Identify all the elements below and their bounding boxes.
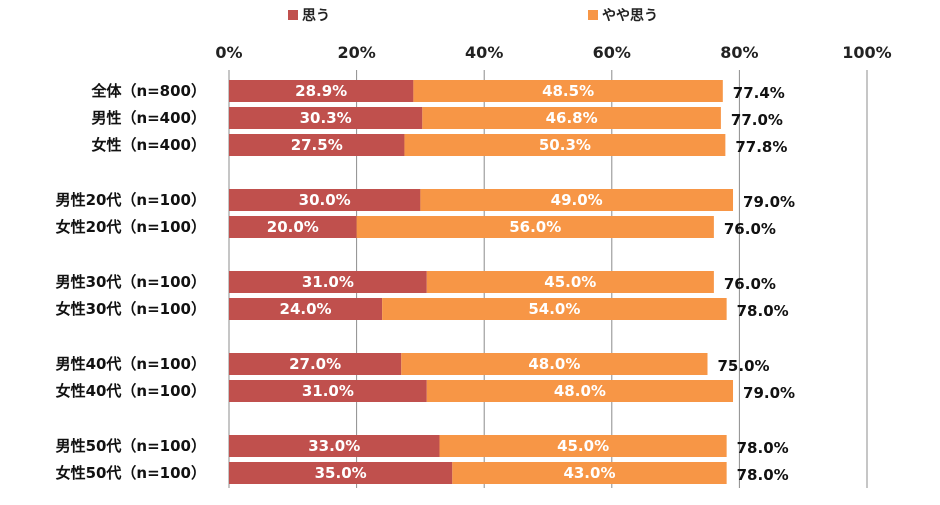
total-value-label: 77.4%	[733, 84, 785, 102]
bar-yaya-omou	[413, 80, 723, 102]
bar-value-label: 48.0%	[528, 355, 580, 373]
bars: 28.9% 48.5% 30.3% 46.8% 27.5% 50.3% 30.0% 49.0%…	[229, 80, 734, 484]
total-value-label: 76.0%	[724, 220, 776, 238]
category-label: 男性50代（n=100）	[56, 437, 206, 455]
bar-value-label: 54.0%	[528, 300, 580, 318]
category-labels: 全体（n=800） 男性（n=400） 女性（n=400） 男性20代（n=100） 女…	[56, 82, 206, 482]
total-value-label: 77.8%	[735, 138, 787, 156]
bar-value-label: 27.5%	[291, 136, 343, 154]
bar-value-label: 20.0%	[267, 218, 319, 236]
bar-yaya-omou	[404, 134, 726, 156]
bar-value-label: 46.8%	[546, 109, 598, 127]
bar-value-label: 48.5%	[542, 82, 594, 100]
x-tick-label: 40%	[465, 43, 503, 62]
bar-yaya-omou	[426, 271, 714, 293]
total-labels: 77.4% 77.0% 77.8% 79.0% 76.0% 76.0% 78.0% 75.0%…	[718, 84, 796, 484]
legend-swatch-1	[288, 10, 298, 20]
bar-yaya-omou	[401, 353, 708, 375]
category-label: 女性40代（n=100）	[56, 382, 206, 400]
total-value-label: 78.0%	[737, 466, 789, 484]
total-value-label: 77.0%	[731, 111, 783, 129]
total-value-label: 79.0%	[743, 384, 795, 402]
bar-value-label: 28.9%	[295, 82, 347, 100]
x-tick-label: 20%	[337, 43, 375, 62]
category-label: 男性40代（n=100）	[56, 355, 206, 373]
legend-label-1: 思う	[302, 8, 330, 24]
total-value-label: 76.0%	[724, 275, 776, 293]
bar-value-label: 31.0%	[302, 273, 354, 291]
x-tick-label: 0%	[215, 43, 242, 62]
bar-yaya-omou	[426, 380, 734, 402]
x-tick-label: 80%	[720, 43, 758, 62]
legend-swatch-2	[588, 10, 598, 20]
total-value-label: 75.0%	[718, 357, 770, 375]
category-label: 女性20代（n=100）	[56, 218, 206, 236]
bar-omou	[229, 216, 357, 238]
category-label: 全体（n=800）	[90, 82, 206, 100]
bar-value-label: 30.3%	[300, 109, 352, 127]
bar-yaya-omou	[439, 435, 727, 457]
bar-yaya-omou	[422, 107, 721, 129]
total-value-label: 79.0%	[743, 193, 795, 211]
bar-yaya-omou	[420, 189, 734, 211]
bar-yaya-omou	[356, 216, 714, 238]
bar-omou	[229, 380, 427, 402]
bar-value-label: 56.0%	[509, 218, 561, 236]
category-label: 男性（n=400）	[91, 109, 206, 127]
bar-value-label: 27.0%	[289, 355, 341, 373]
bar-value-label: 49.0%	[551, 191, 603, 209]
bar-yaya-omou	[382, 298, 727, 320]
bar-value-label: 31.0%	[302, 382, 354, 400]
category-label: 女性30代（n=100）	[56, 300, 206, 318]
bar-value-label: 50.3%	[539, 136, 591, 154]
bar-yaya-omou	[452, 462, 727, 484]
bar-value-label: 33.0%	[308, 437, 360, 455]
legend: 思う やや思う	[288, 8, 658, 24]
bar-omou	[229, 271, 427, 293]
category-label: 男性20代（n=100）	[56, 191, 206, 209]
bar-value-label: 24.0%	[280, 300, 332, 318]
bar-omou	[229, 435, 440, 457]
bar-omou	[229, 298, 383, 320]
category-label: 男性30代（n=100）	[56, 273, 206, 291]
total-value-label: 78.0%	[737, 439, 789, 457]
bar-omou	[229, 462, 453, 484]
category-label: 女性50代（n=100）	[56, 464, 206, 482]
x-tick-label: 100%	[842, 43, 891, 62]
bar-omou	[229, 134, 405, 156]
bar-value-label: 45.0%	[544, 273, 596, 291]
x-tick-label: 60%	[593, 43, 631, 62]
bar-omou	[229, 107, 423, 129]
bar-omou	[229, 353, 402, 375]
x-axis-ticks: 0% 20% 40% 60% 80% 100%	[215, 43, 891, 62]
bar-omou	[229, 189, 421, 211]
bar-value-label: 48.0%	[554, 382, 606, 400]
category-label: 女性（n=400）	[91, 136, 206, 154]
bar-omou	[229, 80, 414, 102]
bar-value-label: 30.0%	[299, 191, 351, 209]
total-value-label: 78.0%	[737, 302, 789, 320]
bar-value-label: 43.0%	[563, 464, 615, 482]
bar-value-label: 35.0%	[315, 464, 367, 482]
bar-value-label: 45.0%	[557, 437, 609, 455]
legend-label-2: やや思う	[602, 8, 658, 24]
